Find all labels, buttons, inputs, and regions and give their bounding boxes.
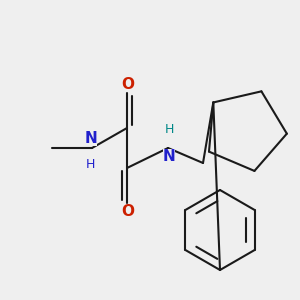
Text: O: O [122, 77, 134, 92]
Text: N: N [85, 131, 98, 146]
Text: H: H [164, 123, 174, 136]
Text: O: O [122, 204, 134, 219]
Text: H: H [85, 158, 95, 171]
Text: N: N [163, 149, 176, 164]
